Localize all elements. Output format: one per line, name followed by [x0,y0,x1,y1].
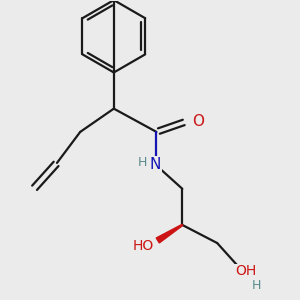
Polygon shape [156,224,183,243]
Text: HO: HO [133,238,154,253]
Text: N: N [149,157,161,172]
Text: O: O [192,114,204,129]
Text: H: H [138,156,147,170]
Text: OH: OH [235,265,256,278]
Text: H: H [251,279,261,292]
